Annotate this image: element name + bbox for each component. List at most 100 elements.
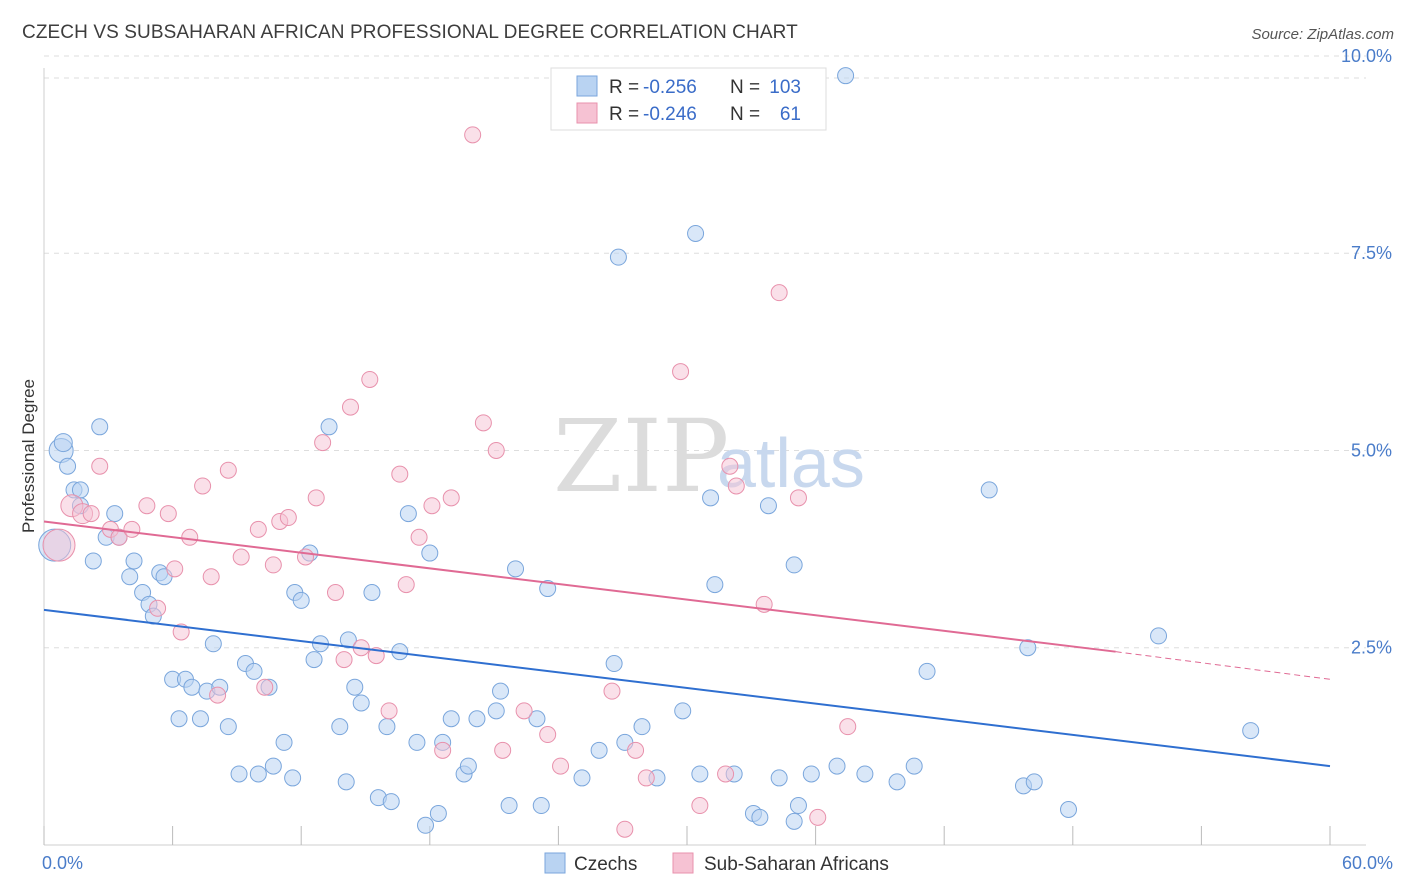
ssa-point (442, 489, 460, 507)
ssa-point (434, 741, 452, 759)
legend-r-label-ssa: R = (609, 104, 639, 125)
ssa-point (42, 528, 76, 562)
czech-point (337, 773, 355, 791)
ssa-trend-extension (1115, 651, 1331, 680)
series-legend: Czechs Sub-Saharan Africans (544, 852, 889, 875)
legend-swatch-czech (576, 75, 598, 97)
czech-point (706, 576, 724, 594)
czech-point (417, 816, 435, 834)
ssa-point (552, 757, 570, 775)
ssa-point (91, 457, 109, 475)
legend-n-label-ssa: N = (730, 104, 760, 125)
ssa-point (464, 126, 482, 144)
ssa-point (335, 651, 353, 669)
ssa-point (721, 457, 739, 475)
czech-point (305, 651, 323, 669)
czech-point (573, 769, 591, 787)
czech-point (785, 812, 803, 830)
x-tick-label: 60.0% (1342, 853, 1393, 873)
ssa-point (159, 505, 177, 523)
czech-point (492, 682, 510, 700)
czech-point (121, 568, 139, 586)
czech-point (1025, 773, 1043, 791)
czech-point (507, 560, 525, 578)
czech-point (245, 662, 263, 680)
y-axis-label: Professional Degree (19, 379, 38, 533)
czech-point (408, 733, 426, 751)
czech-point (674, 702, 692, 720)
trend-lines (43, 520, 1331, 768)
ssa-points (42, 126, 857, 838)
legend-r-value-ssa: -0.246 (643, 104, 697, 125)
czech-point (828, 757, 846, 775)
czech-point (53, 433, 73, 453)
czech-point (770, 769, 788, 787)
legend-swatch-ssa (576, 102, 598, 124)
ssa-point (515, 702, 533, 720)
legend-n-value-czech: 103 (769, 77, 801, 98)
czech-trend-line (43, 608, 1331, 768)
czech-point (59, 457, 77, 475)
ssa-point (539, 726, 557, 744)
czech-point (331, 718, 349, 736)
czech-point (91, 418, 109, 436)
czech-point (292, 591, 310, 609)
ssa-point (249, 520, 267, 538)
czech-point (264, 757, 282, 775)
ssa-point (194, 477, 212, 495)
ssa-point (279, 509, 297, 527)
czech-point (590, 741, 608, 759)
legend-r-value-czech: -0.256 (643, 77, 697, 98)
czech-point (230, 765, 248, 783)
czech-point (339, 631, 357, 649)
legend-n-label-czech: N = (730, 77, 760, 98)
czech-point (980, 481, 998, 499)
czech-point (363, 584, 381, 602)
ssa-point (397, 576, 415, 594)
czech-point (837, 67, 855, 85)
czech-point (399, 505, 417, 523)
czech-point (609, 248, 627, 266)
czech-point (605, 655, 623, 673)
ssa-point (149, 599, 167, 617)
ssa-point (181, 528, 199, 546)
czech-point (219, 718, 237, 736)
czech-point (125, 552, 143, 570)
ssa-point (789, 489, 807, 507)
series-legend-label-ssa: Sub-Saharan Africans (704, 854, 889, 875)
czech-point (84, 552, 102, 570)
czech-point (759, 497, 777, 515)
source-label: Source: ZipAtlas.com (1251, 26, 1394, 43)
czech-point (905, 757, 923, 775)
ssa-point (717, 765, 735, 783)
y-tick-label: 10.0% (1341, 46, 1392, 66)
czech-point (320, 418, 338, 436)
y-tick-labels: 2.5% 5.0% 7.5% 10.0% (1341, 46, 1392, 658)
czech-point (249, 765, 267, 783)
x-tick-labels: 0.0% 60.0% (42, 853, 1393, 873)
czech-point (71, 481, 89, 499)
czech-point (802, 765, 820, 783)
czech-point (284, 769, 302, 787)
czech-point (702, 489, 720, 507)
ssa-point (209, 686, 227, 704)
ssa-point (264, 556, 282, 574)
ssa-point (110, 528, 128, 546)
czech-point (500, 797, 518, 815)
ssa-point (616, 820, 634, 838)
ssa-point (809, 808, 827, 826)
ssa-point (82, 505, 100, 523)
czech-point (751, 808, 769, 826)
czech-point (487, 702, 505, 720)
ssa-point (423, 497, 441, 515)
czech-point (532, 797, 550, 815)
ssa-point (603, 682, 621, 700)
czech-point (429, 804, 447, 822)
czech-point (789, 797, 807, 815)
ssa-point (770, 284, 788, 302)
ssa-point (166, 560, 184, 578)
ssa-point (727, 477, 745, 495)
czech-point (633, 718, 651, 736)
ssa-point (380, 702, 398, 720)
y-tick-label: 7.5% (1351, 243, 1392, 263)
